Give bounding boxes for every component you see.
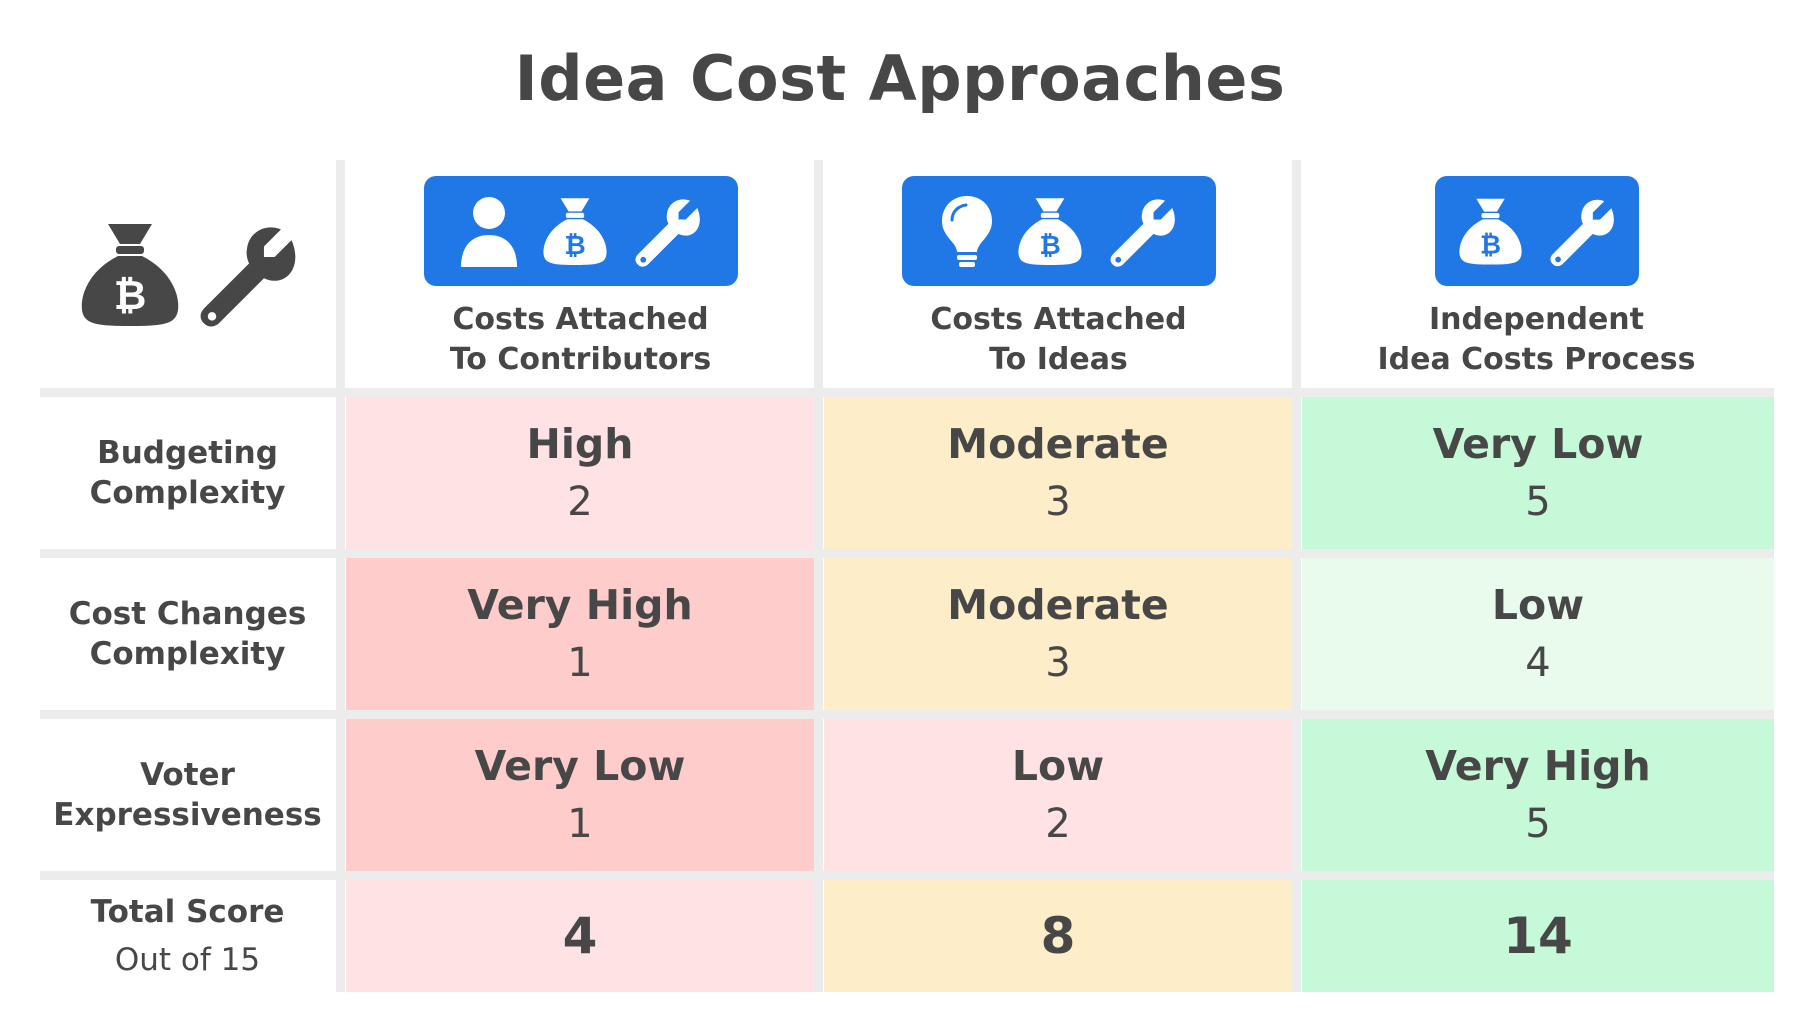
rating-level: High — [526, 420, 634, 468]
score-cell: Very Low 1 — [346, 719, 814, 871]
money-bag-bitcoin-icon: ₿ — [1017, 198, 1082, 265]
grid-divider — [40, 871, 1774, 880]
grid-divider — [40, 549, 1774, 558]
rating-level: Low — [1011, 742, 1105, 790]
grid-divider — [336, 160, 345, 992]
column-header-independent: ₿ Independent Idea Costs Process — [1304, 160, 1769, 388]
rating-score: 2 — [1045, 801, 1071, 847]
rating-score: 5 — [1525, 479, 1551, 525]
rating-score: 5 — [1525, 801, 1551, 847]
score-cell: High 2 — [346, 397, 814, 549]
grid-divider — [1292, 160, 1301, 992]
rating-level: Moderate — [947, 420, 1169, 468]
column-label: Costs Attached To Ideas — [930, 302, 1187, 377]
row-label-total-score: Total Score Out of 15 — [90, 894, 285, 978]
total-score-cell: 4 — [346, 880, 814, 992]
rating-score: 4 — [1525, 640, 1551, 686]
grid-divider — [40, 388, 1774, 397]
column-icon-badge: ₿ — [423, 176, 738, 286]
column-icon-badge: ₿ — [1434, 176, 1639, 286]
wrench-icon — [200, 227, 296, 327]
money-bag-bitcoin-icon: ₿ — [1458, 198, 1522, 265]
total-score-value: 14 — [1503, 907, 1573, 965]
rating-score: 1 — [567, 640, 593, 686]
score-cell: Very High 1 — [346, 558, 814, 710]
rating-score: 3 — [1045, 640, 1071, 686]
column-label: Independent Idea Costs Process — [1377, 302, 1696, 377]
total-score-value: 8 — [1040, 907, 1076, 965]
score-cell: Low 2 — [824, 719, 1292, 871]
wrench-icon — [1549, 199, 1614, 267]
score-cell: Low 4 — [1302, 558, 1774, 710]
rating-level: Very Low — [1432, 420, 1644, 468]
rating-level: Low — [1491, 581, 1585, 629]
rating-score: 1 — [567, 801, 593, 847]
row-label-cost-changes: Cost Changes Complexity — [68, 596, 307, 672]
row-label-voter-expressiveness: Voter Expressiveness — [53, 757, 322, 833]
svg-text:₿: ₿ — [1480, 231, 1501, 261]
score-cell: Moderate 3 — [824, 397, 1292, 549]
lightbulb-icon — [941, 196, 992, 267]
column-header-contributors: ₿ Costs Attached To Contributors — [348, 160, 813, 388]
wrench-icon — [1110, 199, 1175, 267]
total-score-cell: 8 — [824, 880, 1292, 992]
corner-icons: ₿ — [78, 218, 303, 330]
total-score-value: 4 — [562, 907, 598, 965]
rating-level: Very Low — [474, 742, 686, 790]
svg-text:₿: ₿ — [1039, 231, 1060, 261]
grid-divider — [40, 710, 1774, 719]
column-label: Costs Attached To Contributors — [449, 302, 712, 377]
grid-divider — [814, 160, 823, 992]
money-bag-bitcoin-icon: ₿ — [542, 198, 607, 265]
score-cell: Very Low 5 — [1302, 397, 1774, 549]
money-bag-bitcoin-icon: ₿ — [81, 224, 179, 326]
score-cell: Moderate 3 — [824, 558, 1292, 710]
rating-score: 2 — [567, 479, 593, 525]
rating-level: Very High — [467, 581, 693, 629]
rating-level: Moderate — [947, 581, 1169, 629]
svg-text:₿: ₿ — [564, 231, 585, 261]
svg-text:₿: ₿ — [114, 273, 147, 319]
page-title: Idea Cost Approaches — [514, 42, 1286, 115]
wrench-icon — [635, 199, 700, 267]
score-cell: Very High 5 — [1302, 719, 1774, 871]
total-score-cell: 14 — [1302, 880, 1774, 992]
column-header-ideas: ₿ Costs Attached To Ideas — [826, 160, 1291, 388]
row-label-budgeting: Budgeting Complexity — [89, 435, 286, 511]
rating-score: 3 — [1045, 479, 1071, 525]
column-icon-badge: ₿ — [901, 176, 1216, 286]
rating-level: Very High — [1425, 742, 1651, 790]
person-icon — [460, 197, 517, 267]
